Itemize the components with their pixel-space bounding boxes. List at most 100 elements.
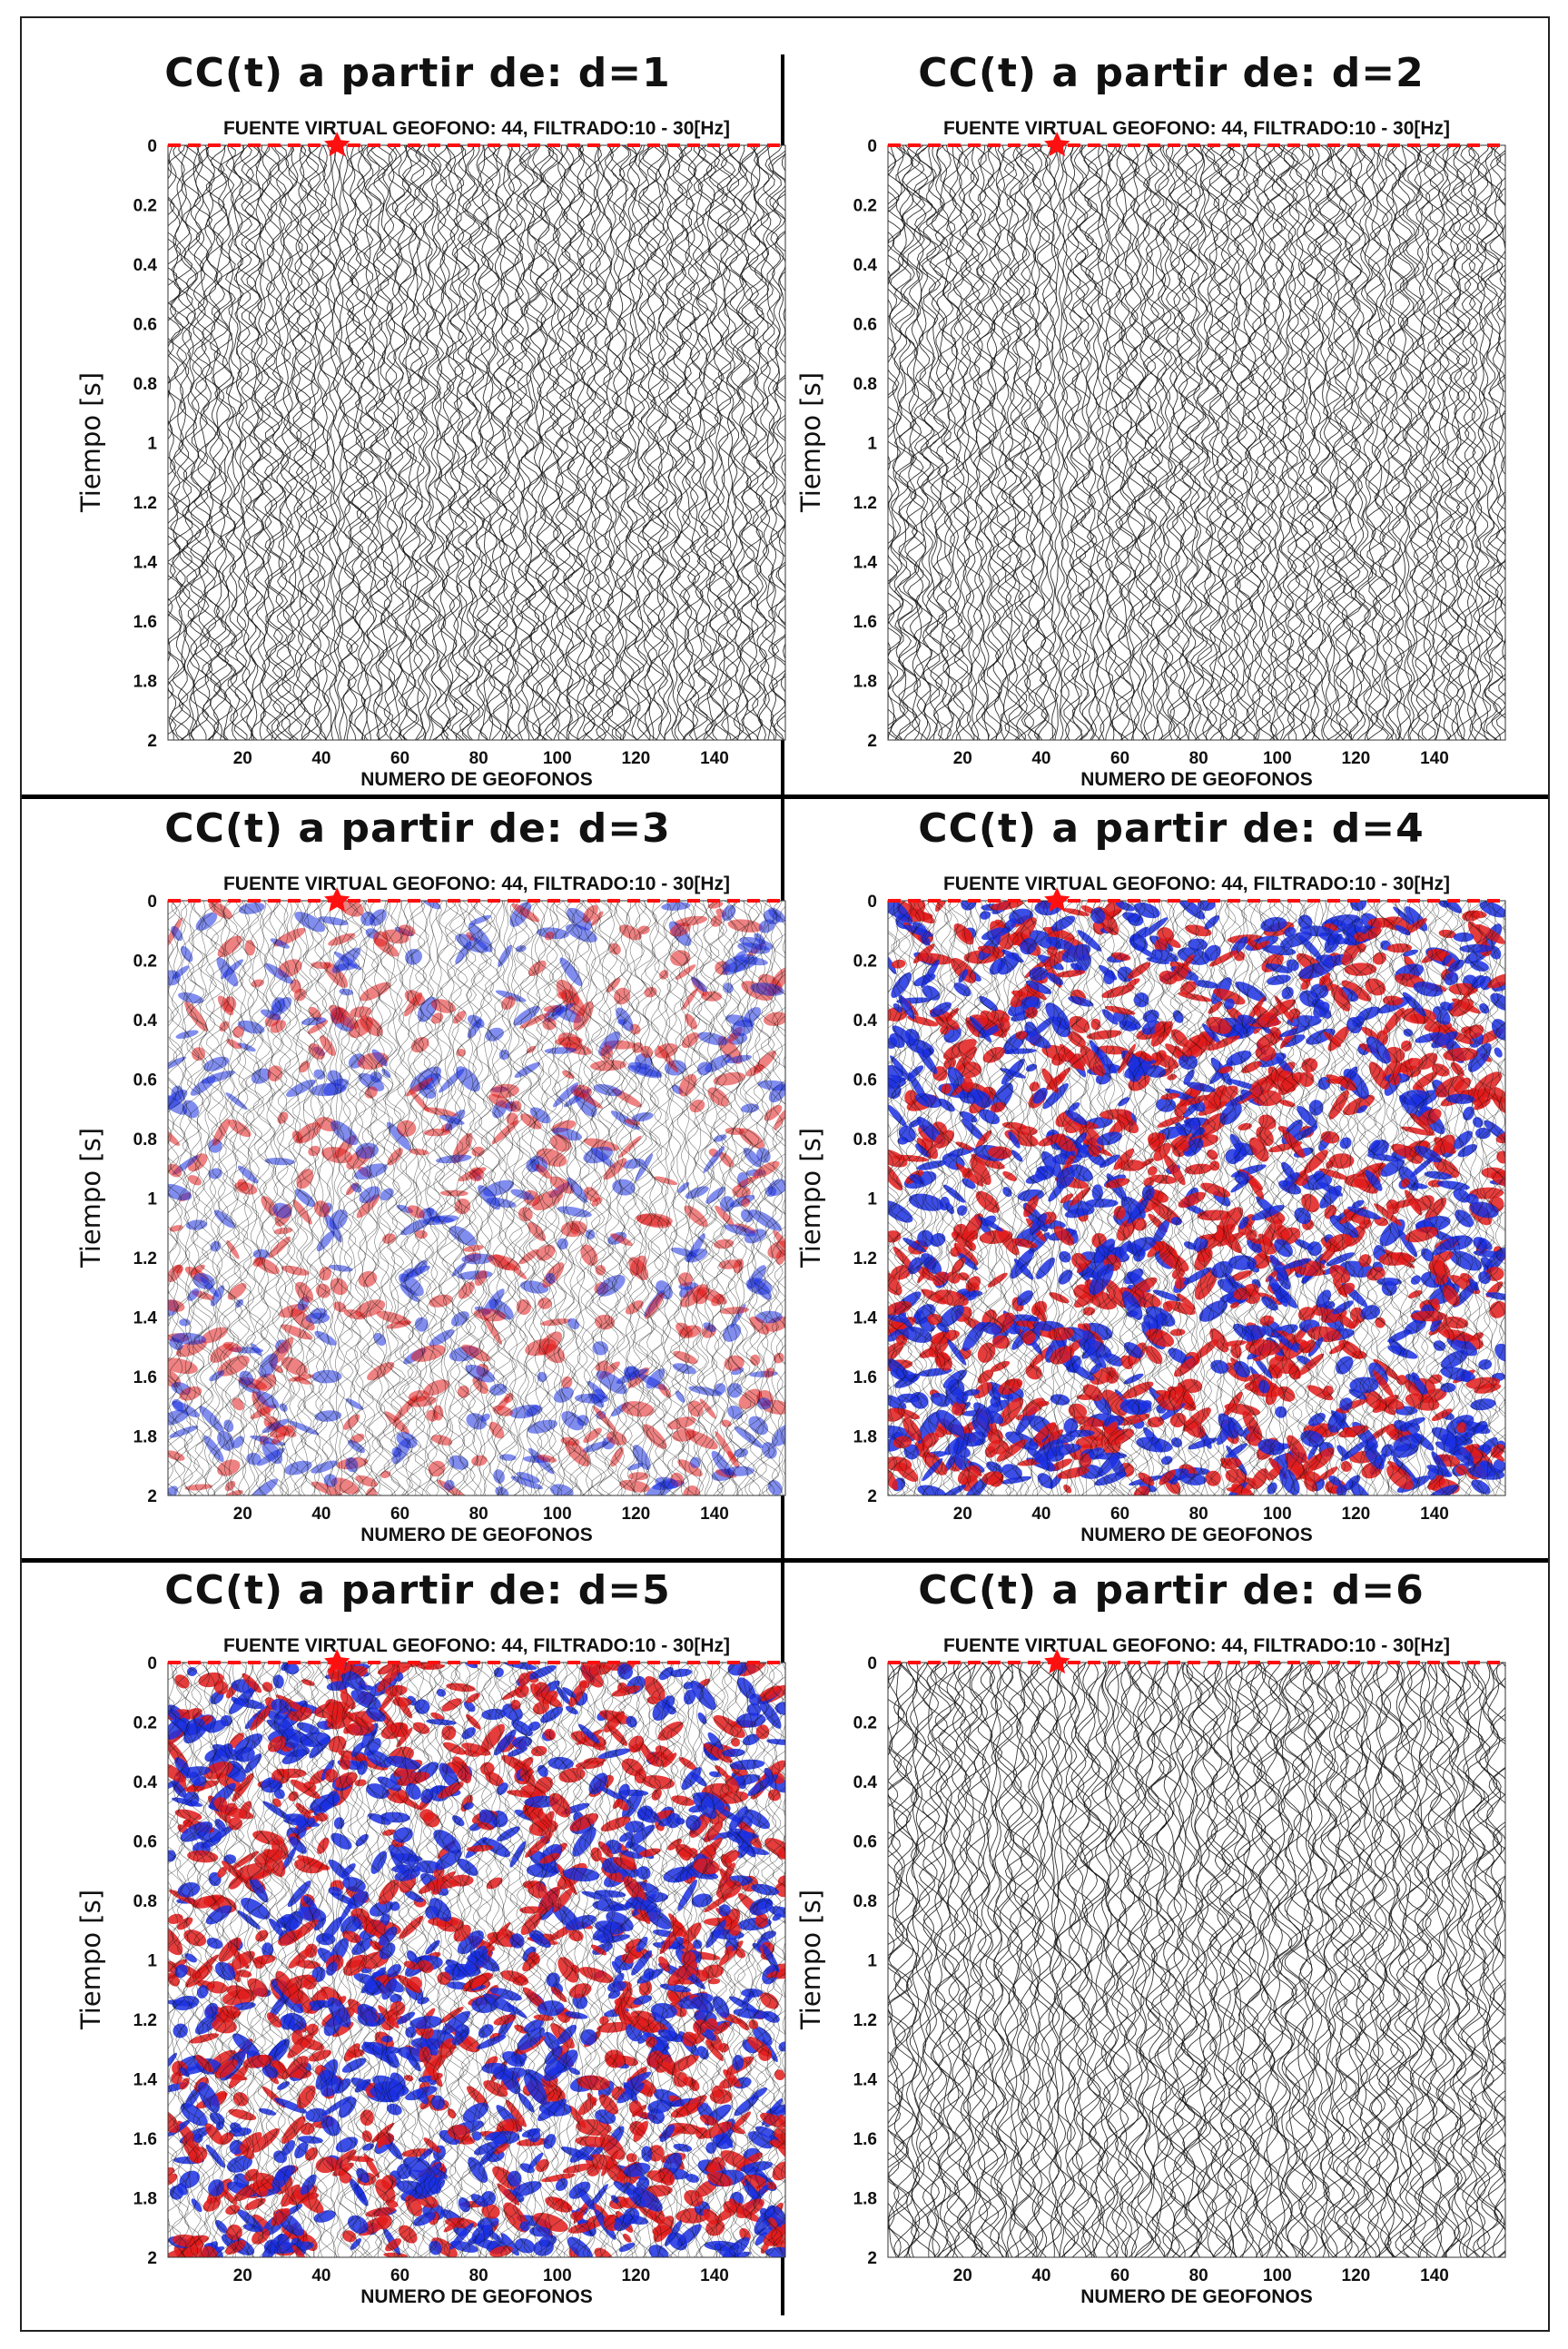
y-tick-label: 1.8 xyxy=(133,673,157,692)
trace-line xyxy=(516,1663,536,2257)
energy-fill xyxy=(463,1245,484,1252)
trace-line xyxy=(1062,145,1083,740)
trace-line xyxy=(374,1663,394,2257)
energy-fill xyxy=(483,1993,515,2013)
energy-fill xyxy=(1307,1443,1318,1460)
trace-line xyxy=(1362,901,1382,1495)
y-tick-label: 0.4 xyxy=(853,1012,878,1031)
energy-fill xyxy=(1021,1330,1036,1345)
trace-line xyxy=(555,901,576,1495)
x-axis-label: NUMERO DE GEOFONOS xyxy=(1080,769,1313,790)
y-tick-label: 0.2 xyxy=(853,197,877,216)
trace-line xyxy=(1421,1663,1448,2257)
trace-line xyxy=(1181,1663,1208,2257)
y-tick-label: 1.6 xyxy=(853,1368,877,1387)
energy-fill xyxy=(285,1079,316,1098)
energy-fill xyxy=(1490,992,1505,1012)
trace-line xyxy=(1425,1663,1452,2257)
x-tick-label: 20 xyxy=(233,749,252,768)
energy-fill xyxy=(1451,1444,1474,1466)
trace-line xyxy=(418,1663,438,2257)
energy-fill xyxy=(1148,1166,1158,1176)
energy-fill xyxy=(268,1236,291,1258)
trace-line xyxy=(972,145,992,740)
energy-fill xyxy=(1473,1249,1503,1258)
energy-fill xyxy=(201,2245,219,2257)
energy-fill xyxy=(731,2111,752,2130)
x-tick-label: 140 xyxy=(1420,749,1449,768)
panel-subtitle: FUENTE VIRTUAL GEOFONO: 44, FILTRADO:10 … xyxy=(222,118,731,139)
trace-line xyxy=(571,901,590,1495)
y-tick-label: 1.8 xyxy=(853,673,877,692)
energy-fill xyxy=(719,1868,735,1890)
trace-line xyxy=(957,1663,984,2257)
trace-line xyxy=(1311,1663,1337,2257)
y-tick-label: 1 xyxy=(867,435,877,454)
trace-line xyxy=(1052,145,1061,740)
trace-line xyxy=(359,901,379,1495)
y-axis-label: Tiempo [s] xyxy=(795,1889,826,2029)
trace-line xyxy=(536,1663,556,2257)
energy-fill xyxy=(330,1120,359,1146)
trace-line xyxy=(1239,901,1260,1495)
trace-line xyxy=(1165,901,1185,1495)
trace-line xyxy=(413,1663,433,2257)
energy-fill xyxy=(682,988,698,1011)
energy-fill xyxy=(261,1682,273,1693)
trace-line xyxy=(339,1663,359,2257)
trace-line xyxy=(524,1663,544,2257)
trace-line xyxy=(1437,1663,1464,2257)
trace-line xyxy=(217,145,237,740)
energy-fill xyxy=(396,2011,416,2025)
y-tick-label: 0.6 xyxy=(133,316,157,335)
x-tick-label: 120 xyxy=(1342,1505,1371,1524)
energy-fill xyxy=(378,2005,399,2028)
trace-line xyxy=(410,1663,429,2257)
energy-fill xyxy=(1040,1457,1055,1472)
trace-line xyxy=(457,901,477,1495)
trace-line xyxy=(747,145,768,740)
trace-line xyxy=(1228,1663,1256,2257)
energy-fill xyxy=(623,1876,647,1904)
trace-line xyxy=(421,901,441,1495)
trace-line xyxy=(205,1663,225,2257)
energy-fill xyxy=(256,2185,269,2197)
energy-fill xyxy=(1178,1191,1206,1209)
trace-line xyxy=(732,1663,753,2257)
energy-fill xyxy=(1379,1219,1405,1247)
energy-fill xyxy=(1402,949,1419,957)
energy-fill xyxy=(535,1164,551,1179)
trace-line xyxy=(988,901,1008,1495)
trace-line xyxy=(337,145,346,740)
energy-fill xyxy=(891,959,906,969)
trace-line xyxy=(1302,145,1323,740)
energy-fill xyxy=(1115,901,1135,912)
trace-line xyxy=(394,1663,414,2257)
energy-fill xyxy=(599,2016,609,2026)
energy-fill xyxy=(888,1065,904,1079)
y-tick-label: 2 xyxy=(867,2249,877,2268)
energy-fill xyxy=(404,1890,424,1903)
trace-line xyxy=(888,1663,902,2231)
trace-line xyxy=(1319,1663,1346,2257)
energy-fill xyxy=(1058,1269,1073,1285)
energy-fill xyxy=(168,2173,178,2186)
trace-line xyxy=(595,1663,615,2257)
energy-fill xyxy=(1198,1300,1228,1322)
energy-fill xyxy=(444,1479,455,1491)
energy-fill xyxy=(1081,1347,1093,1359)
trace-line xyxy=(1237,1663,1263,2257)
trace-line xyxy=(295,901,316,1495)
trace-line xyxy=(1455,901,1476,1495)
energy-fill xyxy=(675,1390,685,1403)
trace-line xyxy=(434,1663,445,2257)
energy-fill xyxy=(249,1478,279,1495)
energy-fill xyxy=(463,1701,476,1712)
energy-fill xyxy=(888,1328,904,1342)
energy-fill xyxy=(1434,1137,1456,1154)
energy-fill xyxy=(1200,1182,1231,1198)
trace-line xyxy=(913,901,933,1495)
trace-line xyxy=(1393,145,1414,740)
energy-fill xyxy=(1141,1185,1155,1201)
energy-fill xyxy=(327,1791,340,1804)
